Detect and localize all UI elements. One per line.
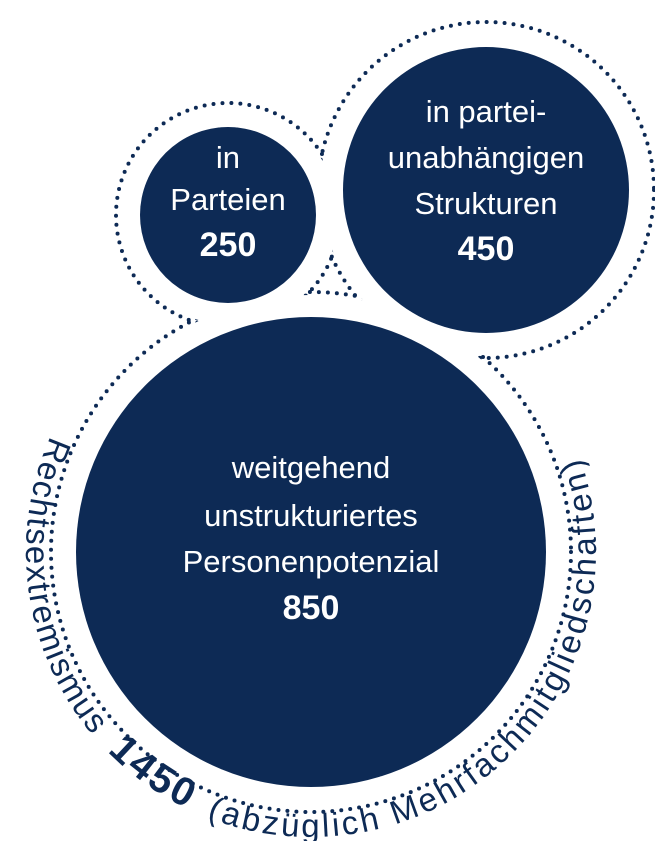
label: in: [216, 140, 240, 175]
label: Personenpotenzial: [183, 544, 440, 579]
label: Strukturen: [414, 186, 557, 221]
value: 850: [283, 589, 340, 627]
label: unabhängigen: [388, 140, 585, 175]
bubble: [140, 127, 316, 303]
bubble: [343, 47, 629, 333]
value: 250: [200, 226, 257, 264]
label: unstrukturiertes: [204, 498, 418, 533]
bubbles: [76, 47, 629, 787]
label: Parteien: [170, 182, 285, 217]
label: in partei-: [426, 94, 547, 129]
bubble: [76, 317, 546, 787]
label: weitgehend: [231, 450, 391, 485]
value: 450: [458, 230, 515, 268]
